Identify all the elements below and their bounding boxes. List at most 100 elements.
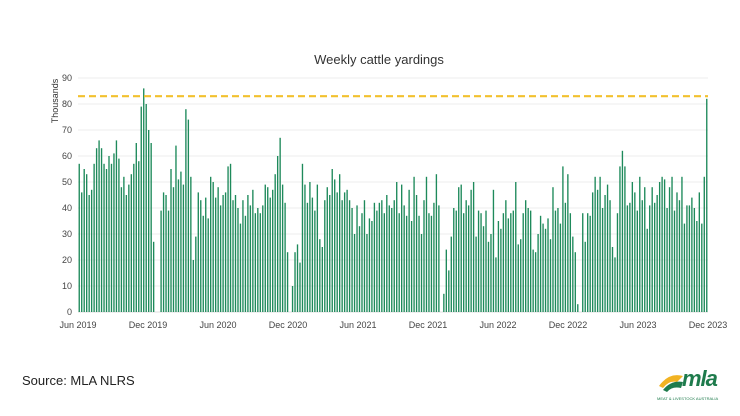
bar — [356, 205, 358, 312]
bar — [636, 210, 638, 312]
bar — [252, 189, 254, 312]
bar — [475, 236, 477, 312]
bar — [324, 200, 326, 312]
bar — [237, 208, 239, 312]
x-tick-label: Jun 2019 — [59, 320, 96, 330]
bar — [554, 210, 557, 312]
bar — [281, 184, 284, 312]
bar — [520, 239, 522, 312]
bar — [316, 184, 319, 312]
bar — [371, 221, 373, 312]
bar — [512, 210, 514, 312]
bar — [167, 210, 170, 312]
bar — [381, 200, 383, 312]
y-tick-label: 70 — [62, 125, 72, 135]
bar — [703, 176, 705, 312]
bar — [214, 197, 217, 312]
x-tick-labels: Jun 2019 Dec 2019 Jun 2020 Dec 2020 Jun 2021… — [59, 320, 727, 330]
bar — [361, 213, 363, 312]
bar — [666, 208, 668, 312]
bar — [557, 208, 559, 312]
bar — [601, 208, 604, 312]
bar — [646, 228, 648, 312]
bar — [244, 215, 247, 312]
bar — [522, 213, 524, 312]
x-tick-label: Jun 2020 — [199, 320, 236, 330]
bar — [138, 161, 140, 312]
bar — [185, 109, 187, 312]
bar — [656, 195, 658, 312]
bar — [435, 174, 438, 312]
bar — [589, 215, 591, 312]
bar — [527, 208, 529, 312]
bar — [671, 176, 673, 312]
bar — [676, 192, 678, 312]
bar — [353, 234, 356, 312]
x-tick-label: Dec 2020 — [269, 320, 308, 330]
bar — [415, 195, 418, 312]
bar — [663, 179, 666, 312]
bar — [510, 213, 512, 312]
y-tick-label: 20 — [62, 255, 72, 265]
bar — [105, 169, 108, 312]
bar — [148, 130, 150, 312]
bar — [269, 197, 271, 312]
bar — [140, 106, 142, 312]
bar — [398, 213, 400, 312]
bar — [212, 182, 214, 312]
bar — [644, 187, 646, 312]
bar — [368, 218, 371, 312]
bar — [113, 153, 115, 312]
x-tick-label: Jun 2021 — [339, 320, 376, 330]
bar — [631, 182, 634, 312]
bar — [539, 215, 542, 312]
bar — [207, 218, 209, 312]
bar — [110, 163, 113, 312]
bar — [418, 215, 420, 312]
bar — [686, 205, 688, 312]
bar — [497, 221, 500, 312]
bar — [572, 236, 574, 312]
bar — [182, 184, 185, 312]
bar — [210, 176, 212, 312]
bar — [460, 184, 462, 312]
x-tick-label: Dec 2019 — [129, 320, 168, 330]
bar — [386, 195, 388, 312]
bar — [413, 176, 415, 312]
bar — [341, 200, 343, 312]
bar — [165, 195, 167, 312]
bar — [358, 226, 361, 312]
bar — [653, 202, 656, 312]
bar — [202, 215, 204, 312]
bar — [614, 257, 616, 312]
bar — [145, 104, 147, 312]
x-tick-label: Dec 2021 — [409, 320, 448, 330]
logo-tagline: MEAT & LIVESTOCK AUSTRALIA — [657, 396, 719, 401]
bar — [329, 195, 331, 312]
bar — [606, 184, 609, 312]
bar — [108, 156, 110, 312]
bar — [259, 213, 261, 312]
bar — [162, 192, 165, 312]
bar — [611, 247, 614, 312]
bar — [326, 187, 328, 312]
bar — [698, 192, 700, 312]
y-tick-label: 50 — [62, 177, 72, 187]
bar — [366, 234, 368, 312]
bar — [78, 163, 80, 312]
bar — [485, 210, 487, 312]
bar — [507, 218, 510, 312]
bar — [591, 192, 594, 312]
mla-logo: mla MEAT & LIVESTOCK AUSTRALIA — [657, 366, 729, 410]
bar — [626, 205, 629, 312]
bar — [706, 98, 708, 312]
bars — [78, 88, 708, 313]
bar — [346, 189, 348, 312]
bar — [420, 234, 423, 312]
bar — [125, 195, 128, 312]
bar — [222, 195, 224, 312]
bar — [128, 184, 130, 312]
bar — [467, 205, 470, 312]
bar — [403, 205, 405, 312]
